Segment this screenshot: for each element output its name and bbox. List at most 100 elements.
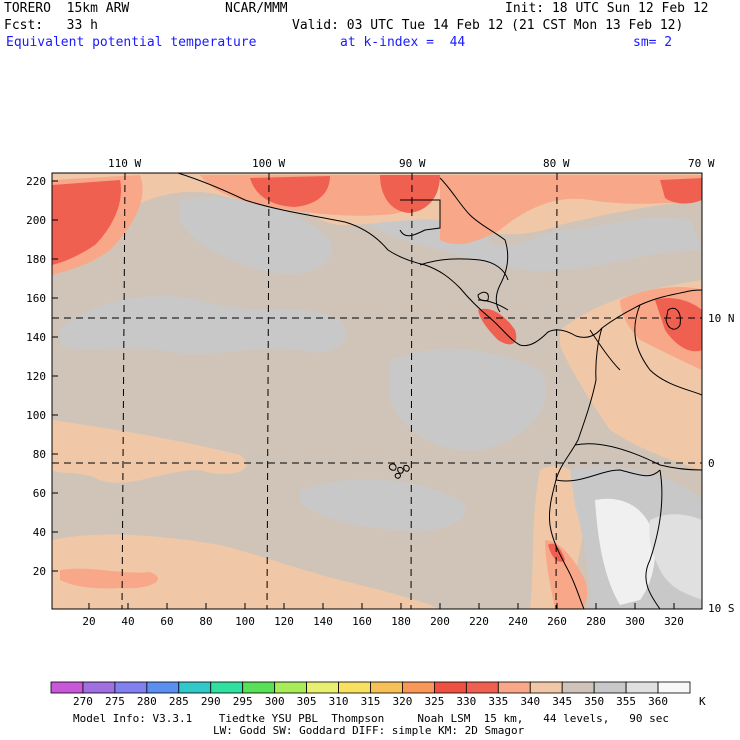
colorbar-swatch [50,681,84,694]
colorbar-swatch [561,681,595,694]
cool-zone-west [60,296,347,354]
hotter-zone-guatemala [380,175,440,213]
colorbar-label: 335 [488,695,508,708]
left-y-label: 180 [26,253,46,266]
coastline-caribbean-colombia [601,289,702,329]
cool-zone-south [300,479,466,531]
bottom-x-label: 80 [199,615,212,628]
bottom-x-label: 240 [508,615,528,628]
top-lon-label: 80 W [543,157,570,170]
left-y-label: 120 [26,370,46,383]
colorbar-swatch [338,681,371,694]
galapagos-island-2 [397,467,404,474]
colorbar-label: 315 [361,695,381,708]
colorbar-label: 280 [137,695,157,708]
field-name: Equivalent potential temperature [6,35,257,50]
plot-frame [51,172,703,610]
colorbar-label: 300 [265,695,285,708]
forecast-hour: Fcst: 33 h [4,18,98,33]
lake-maracaibo [665,307,681,330]
border-colombia-ecuador [574,443,702,471]
colorbar-label: 275 [105,695,125,708]
organization: NCAR/MMM [225,1,288,16]
left-y-label: 60 [33,487,46,500]
hotter-zone-peru-spot [548,543,565,562]
white-zone-andes [595,498,656,605]
bottom-x-label: 180 [391,615,411,628]
left-ticks [52,180,58,572]
model-name: TORERO 15km ARW [4,1,130,16]
colorbar-label: 295 [233,695,253,708]
meridian-100w [266,172,270,610]
bottom-x-label: 120 [274,615,294,628]
coastline-caribbean [439,177,509,313]
border-colombia-venezuela [634,304,702,396]
border-peru-brazil [645,469,663,609]
hotter-zone-northwest [52,180,121,265]
bottom-x-label: 100 [235,615,255,628]
coastlines [177,173,702,609]
left-y-label: 80 [33,448,46,461]
border-guatemala-mexico [399,199,441,237]
colorbar-swatch [82,681,116,694]
init-time: Init: 18 UTC Sun 12 Feb 12 [505,1,709,16]
meridian-80w [555,172,558,610]
colorbar-label: 345 [552,695,572,708]
colorbar-swatch [625,681,659,694]
bottom-x-label: 40 [121,615,134,628]
level-info: at k-index = 44 [340,35,466,50]
galapagos-island-3 [403,465,410,472]
top-lon-label: 100 W [252,157,285,170]
colorbar-label: 290 [201,695,221,708]
colorbar-swatch [370,681,403,694]
colorbar-unit: K [699,695,706,708]
colorbar-swatches [50,681,691,694]
hot-zone-southwest [60,568,159,589]
hotter-zone-venezuela [655,298,702,352]
colorbar-labels: 270 275 280 285 290 295 300 305 310 315 320 325 330 3… [73,695,668,708]
colorbar-swatch [593,681,627,694]
left-y-label: 160 [26,292,46,305]
white-zone-amazon [649,514,702,600]
colorbar-swatch [274,681,307,694]
cool-zone-east [390,349,547,451]
axis-labels: 110 W 100 W 90 W 80 W 70 W 10 N 0 10 S 2… [26,157,734,628]
border-honduras-nicaragua [419,258,509,281]
smoothing-info: sm= 2 [633,35,673,50]
colorbar-swatch [465,681,499,694]
right-lat-label: 10 N [708,312,735,325]
valid-time: Valid: 03 UTC Tue 14 Feb 12 (21 CST Mon … [292,18,684,33]
bottom-x-label: 60 [160,615,173,628]
meridian-110w [121,172,126,610]
colorbar-label: 320 [393,695,413,708]
bottom-x-label: 200 [430,615,450,628]
colorbar-label: 285 [169,695,189,708]
coastline-mexico-central-america [177,173,603,347]
galapagos-island-1 [388,463,397,471]
right-lat-label: 10 S [708,602,735,615]
colorbar-label: 310 [329,695,349,708]
colorbar-swatch [657,681,691,694]
colorbar-swatch [433,681,467,694]
colorbar-label: 305 [297,695,317,708]
left-y-label: 220 [26,175,46,188]
colorbar-label: 270 [73,695,93,708]
left-y-label: 20 [33,565,46,578]
bottom-x-label: 220 [469,615,489,628]
left-y-label: 200 [26,214,46,227]
colorbar-label: 350 [584,695,604,708]
warm-zone-southwest-band [52,534,440,609]
top-lon-label: 110 W [108,157,141,170]
colorbar-swatch [306,681,339,694]
warm-zone-southwest [52,420,247,483]
bottom-x-label: 260 [547,615,567,628]
colorbar-swatch [178,681,212,694]
bottom-x-label: 300 [625,615,645,628]
colorbar-label: 330 [456,695,476,708]
left-y-label: 40 [33,526,46,539]
footer-model-info: Model Info: V3.3.1 Tiedtke YSU PBL Thomp… [73,712,670,725]
lake-nicaragua [477,291,489,302]
meridian-90w [410,172,413,610]
colorbar: 270 275 280 285 290 295 300 305 310 315 320 325 330 3… [50,681,706,708]
